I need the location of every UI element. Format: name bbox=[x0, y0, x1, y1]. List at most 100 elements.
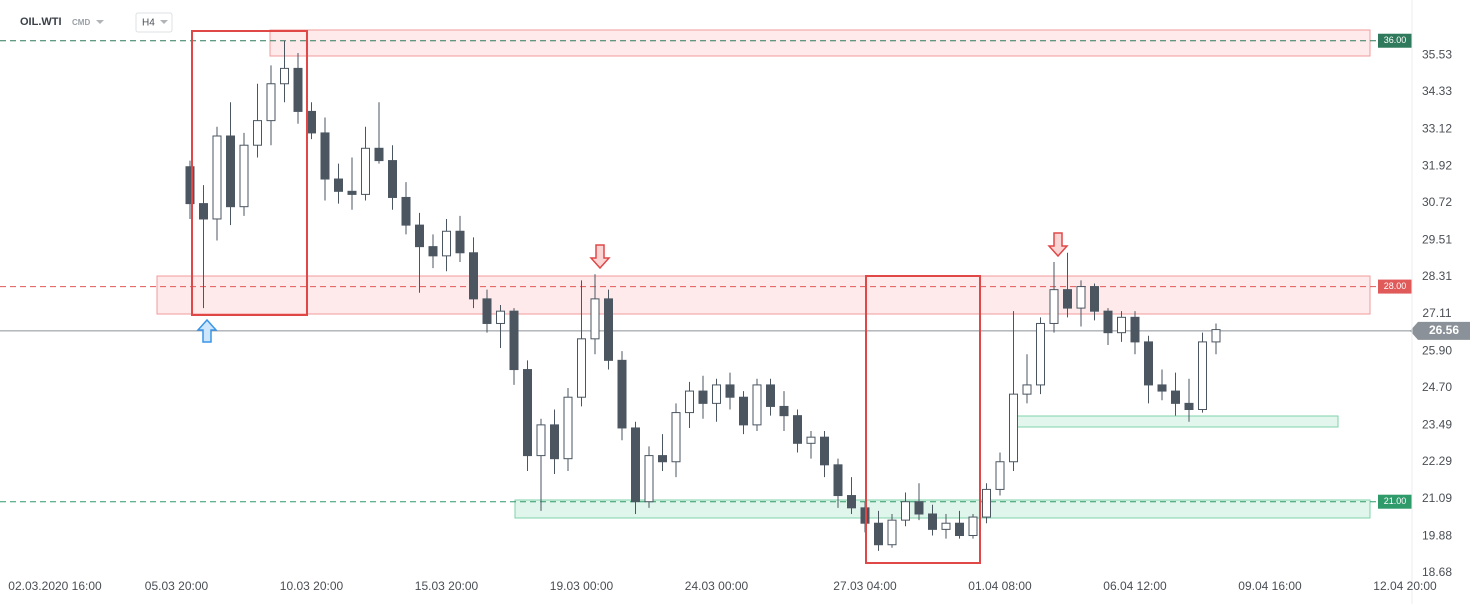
y-tick-label: 33.12 bbox=[1422, 121, 1452, 135]
candle-body bbox=[536, 424, 546, 457]
y-tick-label: 29.51 bbox=[1422, 232, 1452, 246]
candle-body bbox=[293, 67, 303, 112]
candle-body bbox=[779, 405, 789, 417]
y-tick-label: 18.68 bbox=[1422, 565, 1452, 579]
candle-body bbox=[455, 230, 465, 254]
candle-body bbox=[941, 522, 951, 530]
candle-body bbox=[995, 461, 1005, 490]
y-tick-label: 19.88 bbox=[1422, 528, 1452, 542]
level-tag bbox=[1378, 279, 1412, 294]
candle-body bbox=[199, 203, 208, 220]
candle-body bbox=[212, 135, 222, 220]
candle-body bbox=[617, 359, 627, 429]
x-tick-label: 01.04 08:00 bbox=[968, 579, 1032, 593]
candle-body bbox=[1184, 402, 1194, 411]
candle-body bbox=[1130, 316, 1140, 343]
candle-body bbox=[685, 390, 694, 414]
candle-body bbox=[496, 310, 505, 324]
y-tick-label: 22.29 bbox=[1422, 454, 1452, 468]
candle-body bbox=[361, 147, 370, 195]
candle-body bbox=[577, 338, 586, 398]
level-label: 21.00 bbox=[1384, 496, 1407, 506]
y-tick-label: 24.70 bbox=[1422, 380, 1452, 394]
candle-body bbox=[320, 132, 330, 180]
candle-body bbox=[712, 384, 721, 404]
candle-body bbox=[968, 516, 978, 537]
last-price-tag bbox=[1410, 321, 1470, 340]
y-tick-label: 30.72 bbox=[1422, 195, 1452, 209]
candle-body bbox=[374, 147, 384, 162]
timeframe[interactable]: H4 bbox=[142, 18, 155, 29]
candle-body bbox=[982, 488, 991, 518]
candle-body bbox=[1076, 286, 1086, 309]
candle-body bbox=[1211, 329, 1221, 343]
zones bbox=[156, 29, 1371, 519]
candle-body bbox=[806, 436, 816, 444]
candle-body bbox=[874, 522, 883, 546]
x-tick-label: 12.04 20:00 bbox=[1373, 579, 1437, 593]
x-tick-label: 10.03 20:00 bbox=[280, 579, 344, 593]
candle-body bbox=[1157, 384, 1167, 392]
timeframe-select[interactable] bbox=[135, 12, 173, 33]
candle-body bbox=[1036, 322, 1045, 386]
market: CMD bbox=[72, 18, 90, 27]
x-tick-label: 09.04 16:00 bbox=[1238, 579, 1302, 593]
levels: 36.00 28.00 21.00 26.56 bbox=[0, 33, 1470, 509]
candle-body bbox=[442, 230, 451, 257]
y-tick-label: 28.31 bbox=[1422, 269, 1452, 283]
candle-body bbox=[523, 369, 532, 457]
candle-body bbox=[847, 495, 856, 509]
toolbar: OIL.WTI CMD H4 bbox=[20, 12, 173, 33]
candle-body bbox=[347, 190, 357, 195]
y-tick-label: 35.53 bbox=[1422, 47, 1452, 61]
x-tick-label: 05.03 20:00 bbox=[145, 579, 209, 593]
candle-body bbox=[415, 224, 424, 248]
dropdown-caret[interactable] bbox=[96, 20, 104, 24]
candle-body bbox=[1009, 393, 1018, 463]
level-tag bbox=[1378, 33, 1412, 48]
candle-body bbox=[1144, 341, 1153, 386]
candle-body bbox=[1049, 289, 1059, 324]
candle-body bbox=[725, 384, 735, 398]
candle-body bbox=[928, 513, 937, 530]
candle-body bbox=[1063, 289, 1072, 309]
candle-body bbox=[1171, 390, 1180, 404]
candle-body bbox=[253, 120, 262, 146]
level-label: 36.00 bbox=[1384, 35, 1407, 45]
candle-body bbox=[550, 424, 559, 460]
level-label: 28.00 bbox=[1384, 281, 1407, 291]
candle-body bbox=[239, 144, 249, 208]
candle-body bbox=[820, 436, 829, 466]
candle-body bbox=[1090, 286, 1099, 312]
up-arrow bbox=[196, 318, 218, 343]
candle-body bbox=[914, 501, 924, 515]
candle-body bbox=[887, 519, 897, 546]
candle-body bbox=[334, 178, 343, 192]
candle-body bbox=[766, 384, 775, 407]
candle-body bbox=[482, 298, 492, 324]
annotations bbox=[191, 30, 1069, 564]
x-tick-label: 19.03 00:00 bbox=[550, 579, 614, 593]
x-tick-label: 06.04 12:00 bbox=[1103, 579, 1167, 593]
candle-body bbox=[604, 298, 613, 361]
candle-body bbox=[185, 166, 195, 205]
y-tick-label: 21.09 bbox=[1422, 491, 1452, 505]
candle-body bbox=[752, 384, 762, 426]
level-tag bbox=[1378, 494, 1412, 509]
candle-body bbox=[388, 160, 397, 198]
candle-body bbox=[955, 522, 964, 537]
candle-body bbox=[1022, 384, 1032, 395]
candle-body bbox=[698, 390, 708, 404]
dropdown-caret[interactable] bbox=[160, 20, 168, 24]
symbol: OIL.WTI bbox=[20, 16, 62, 28]
candle-body bbox=[631, 427, 640, 503]
candle-body bbox=[1198, 341, 1207, 411]
axes: 35.53 34.33 33.12 31.92 30.72 29.51 28.31 27.11… bbox=[8, 0, 1452, 604]
x-tick-label: 27.03 04:00 bbox=[833, 579, 897, 593]
candle-body bbox=[793, 415, 802, 444]
candle-body bbox=[280, 67, 289, 85]
highlight-box bbox=[191, 30, 308, 316]
candle-body bbox=[671, 412, 681, 463]
